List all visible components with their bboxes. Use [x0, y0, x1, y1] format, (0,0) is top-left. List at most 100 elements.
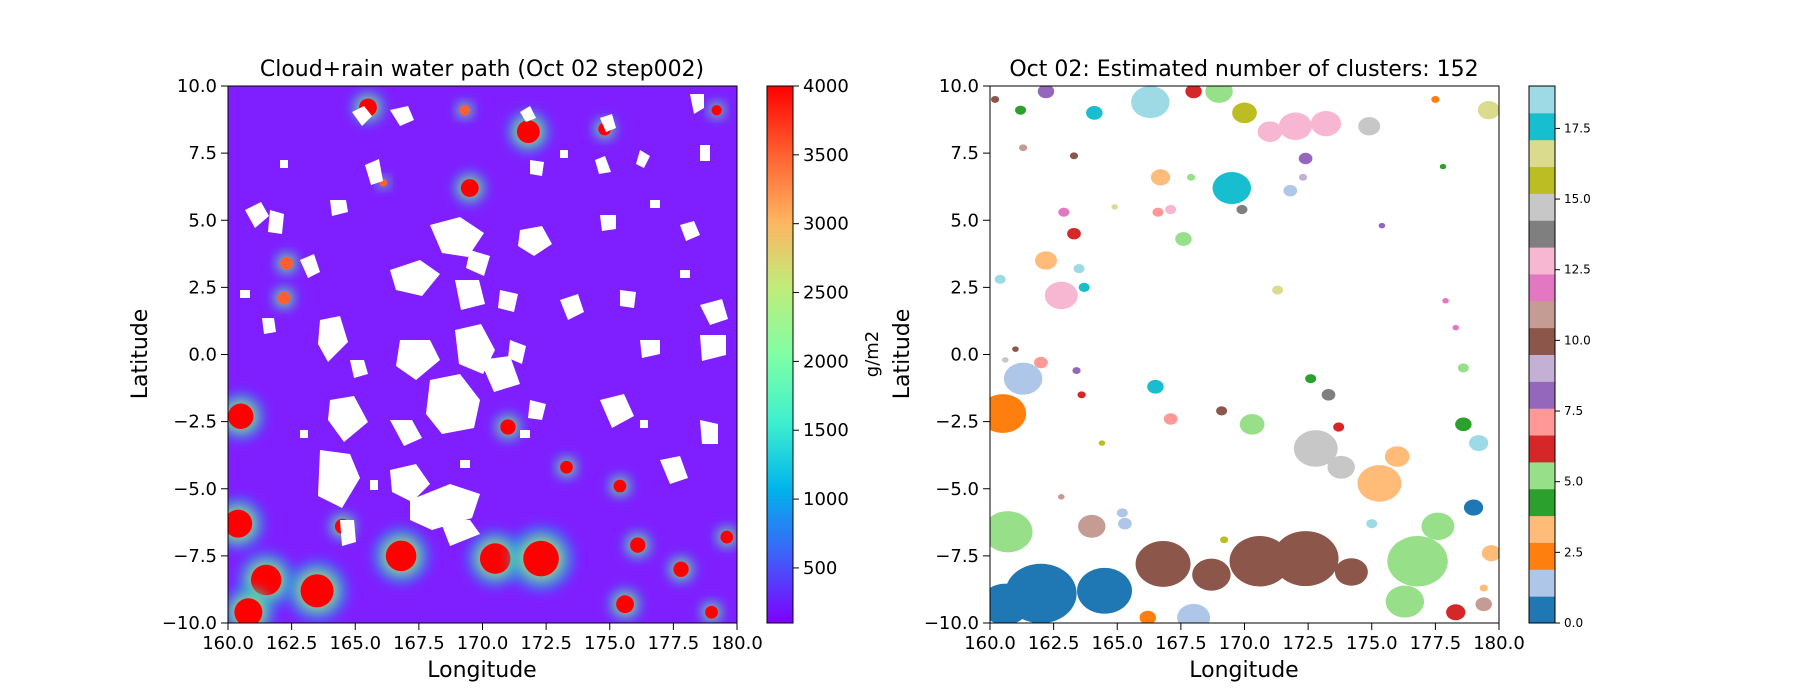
left-x-axis: 160.0 162.5 165.0 167.5 170.0 172.5 175.0 177.5…: [202, 623, 763, 654]
heatmap-cell: [277, 291, 291, 305]
left-x-tick-label: 175.0: [584, 633, 636, 654]
cluster-blob: [1034, 251, 1057, 270]
cluster-blob: [1015, 105, 1027, 115]
right-colorbar-segment: [1529, 381, 1555, 409]
right-cluster-points: [990, 86, 1499, 623]
cluster-blob: [1111, 204, 1119, 210]
left-colorbar-tick-label: 2000: [803, 351, 849, 372]
cluster-blob: [1216, 406, 1228, 416]
cluster-blob: [1069, 152, 1079, 160]
heatmap-cell: [630, 537, 646, 553]
cluster-blob: [1327, 455, 1355, 479]
cluster-blob: [1098, 440, 1106, 446]
left-colorbar: [766, 85, 794, 624]
cluster-blob: [1163, 413, 1178, 425]
right-x-axis: 160.0 162.5 165.0 167.5 170.0 172.5 175.0 177.5…: [964, 623, 1525, 654]
right-colorbar-segment: [1529, 327, 1555, 355]
right-x-tick-label: 160.0: [964, 633, 1016, 654]
right-plot-background: [990, 86, 1499, 623]
left-y-tick-label: −7.5: [173, 546, 217, 567]
heatmap-cell: [228, 403, 254, 429]
left-x-tick-label: 180.0: [711, 633, 763, 654]
left-x-tick-label: 167.5: [393, 633, 445, 654]
cluster-blob: [1358, 117, 1381, 136]
cluster-blob: [1321, 389, 1336, 401]
right-colorbar-segment: [1529, 461, 1555, 490]
right-colorbar-segment: [1529, 515, 1555, 543]
right-colorbar-segment: [1529, 220, 1555, 248]
cluster-blob: [1257, 121, 1283, 142]
cluster-blob: [990, 583, 1030, 623]
right-x-tick-label: 177.5: [1410, 633, 1462, 654]
right-x-tick-label: 180.0: [1473, 633, 1525, 654]
right-colorbar-segment: [1529, 488, 1555, 517]
left-y-tick-label: 2.5: [188, 277, 217, 298]
left-x-tick-label: 160.0: [202, 633, 254, 654]
right-x-tick-label: 170.0: [1219, 633, 1271, 654]
cluster-blob: [1477, 101, 1499, 120]
left-x-axis-label: Longitude: [427, 658, 536, 683]
heatmap-cell: [280, 256, 293, 270]
left-y-tick-label: −5.0: [173, 479, 217, 500]
heatmap-cell: [460, 179, 479, 197]
right-y-tick-label: 10.0: [939, 76, 979, 97]
left-colorbar-tick-label: 3500: [803, 145, 849, 166]
right-y-axis: 10.0 7.5 5.0 2.5 0.0 −2.5 −5.0 −7.5 −10.0: [924, 76, 990, 634]
cluster-blob: [1067, 227, 1081, 240]
right-colorbar-tick-label: 2.5: [1564, 545, 1583, 559]
cluster-blob: [1366, 519, 1378, 529]
right-y-tick-label: 0.0: [950, 345, 979, 366]
left-x-tick-label: 172.5: [520, 633, 572, 654]
cluster-blob: [1044, 281, 1078, 310]
right-colorbar-segment: [1529, 569, 1555, 597]
cluster-blob: [1018, 144, 1028, 152]
right-y-tick-label: −2.5: [935, 412, 979, 433]
right-colorbar-tick-label: 17.5: [1564, 121, 1591, 135]
cluster-blob: [1481, 545, 1499, 562]
right-colorbar-segment: [1529, 408, 1555, 436]
cluster-blob: [1385, 585, 1425, 618]
cluster-blob: [1186, 173, 1196, 181]
left-colorbar-tick-label: 500: [803, 558, 837, 579]
cluster-blob: [1177, 603, 1211, 623]
right-colorbar-tick-label: 15.0: [1564, 192, 1591, 206]
left-x-tick-label: 162.5: [266, 633, 318, 654]
cluster-blob: [1446, 604, 1466, 621]
left-x-tick-label: 170.0: [457, 633, 509, 654]
cluster-blob: [1058, 207, 1070, 217]
cluster-blob: [1452, 324, 1460, 331]
cluster-blob: [1185, 86, 1202, 99]
cluster-blob: [1116, 508, 1128, 518]
cluster-blob: [1152, 207, 1164, 217]
right-colorbar-tick-label: 12.5: [1564, 263, 1591, 277]
left-colorbar-tick-label: 2500: [803, 283, 849, 304]
right-x-tick-label: 167.5: [1155, 633, 1207, 654]
cluster-blob: [1078, 514, 1106, 538]
cluster-blob: [1077, 567, 1133, 614]
cluster-blob: [1118, 517, 1132, 530]
cluster-blob: [1293, 430, 1338, 467]
cluster-blob: [1239, 414, 1265, 435]
cluster-blob: [1421, 512, 1455, 541]
right-colorbar-segment: [1529, 166, 1555, 194]
cluster-blob: [990, 95, 1000, 103]
cluster-blob: [1310, 110, 1342, 137]
cluster-blob: [1077, 391, 1086, 399]
cluster-blob: [1333, 422, 1345, 432]
left-y-tick-label: −2.5: [173, 412, 217, 433]
right-y-tick-label: −10.0: [924, 613, 979, 634]
cluster-blob: [1139, 610, 1157, 623]
heatmap-cell: [613, 479, 627, 493]
right-colorbar-segment: [1529, 86, 1555, 114]
cluster-blob: [990, 394, 1027, 434]
cluster-blob: [1034, 356, 1048, 369]
left-x-tick-label: 177.5: [648, 633, 700, 654]
left-heatmap-panel: Cloud+rain water path (Oct 02 step002) 1…: [128, 57, 883, 683]
heatmap-cell: [705, 605, 718, 619]
cluster-blob: [1147, 379, 1164, 394]
cluster-blob: [1003, 362, 1043, 395]
right-chart-title: Oct 02: Estimated number of clusters: 15…: [1009, 57, 1478, 82]
heatmap-cell: [234, 598, 263, 623]
right-y-tick-label: −7.5: [935, 546, 979, 567]
